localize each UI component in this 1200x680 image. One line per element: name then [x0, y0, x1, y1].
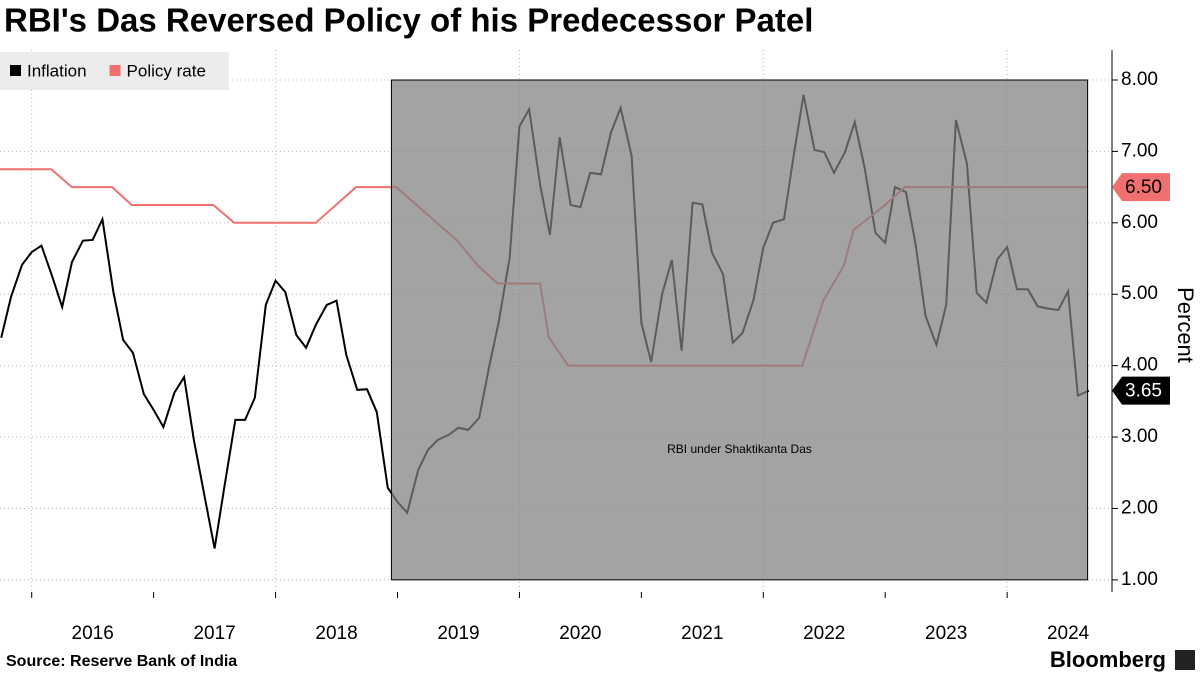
shaded-region [390, 79, 1089, 581]
last-value-box [1112, 376, 1170, 405]
x-tick-label: 2023 [925, 623, 967, 644]
legend-swatch [10, 65, 21, 76]
y-tick-label: 8.00 [1121, 69, 1158, 90]
last-value-label: 3.65 [1125, 381, 1162, 402]
y-tick-label: 6.00 [1121, 212, 1158, 233]
brand: Bloomberg [1050, 647, 1166, 672]
brand-icon [1175, 650, 1195, 670]
x-tick-label: 2024 [1047, 623, 1090, 644]
x-tick-label: 2017 [193, 623, 235, 644]
source: Source: Reserve Bank of India [6, 653, 237, 670]
y-tick-label: 4.00 [1121, 355, 1158, 376]
legend-label: Policy rate [127, 61, 206, 80]
x-tick-label: 2019 [437, 623, 479, 644]
y-tick-label: 3.00 [1121, 426, 1158, 447]
chart-title: RBI's Das Reversed Policy of his Predece… [4, 2, 813, 39]
annotation: RBI under Shaktikanta Das [667, 442, 812, 456]
x-tick-label: 2020 [559, 623, 601, 644]
x-tick-label: 2022 [803, 623, 845, 644]
legend-swatch [109, 65, 121, 76]
y-tick-label: 1.00 [1121, 569, 1158, 590]
last-value-box [1112, 173, 1170, 202]
x-tick-label: 2018 [315, 623, 357, 644]
y-tick-label: 2.00 [1121, 497, 1158, 518]
x-tick-label: 2021 [681, 623, 723, 644]
y-axis-label: Percent [1173, 287, 1198, 363]
last-value-label: 6.50 [1125, 177, 1162, 198]
legend-label: Inflation [27, 61, 87, 80]
y-tick-label: 5.00 [1121, 283, 1158, 304]
y-tick-label: 7.00 [1121, 140, 1158, 161]
x-tick-label: 2016 [72, 623, 114, 644]
